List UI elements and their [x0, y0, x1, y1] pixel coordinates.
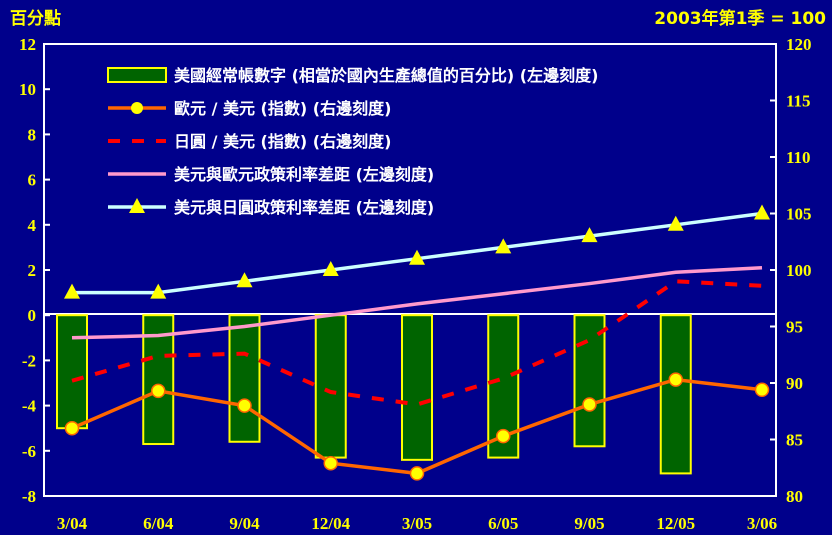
left-tick-label: 4 — [28, 216, 37, 235]
eur-usd-marker — [582, 397, 597, 412]
legend-triangle-icon — [129, 198, 145, 213]
usd-jpy-gap-marker — [667, 215, 684, 231]
right-tick-label: 110 — [786, 148, 811, 167]
eur-usd-marker — [237, 398, 252, 413]
eur-usd-marker — [323, 455, 338, 471]
current-account-bar — [228, 314, 261, 443]
current-account-bar — [314, 314, 347, 459]
right-tick-label: 115 — [786, 92, 811, 111]
right-tick-label: 85 — [786, 431, 803, 450]
legend-swatch-current-account — [107, 67, 167, 83]
current-account-bar — [659, 314, 692, 475]
x-tick-label: 12/04 — [311, 514, 350, 533]
right-tick-label: 120 — [786, 35, 812, 54]
eur-usd-marker — [409, 466, 425, 481]
left-axis-unit: 百分點 — [10, 8, 61, 29]
left-tick-label: -4 — [22, 397, 37, 416]
legend-label: 歐元 / 美元 (指數) (右邊刻度) — [174, 99, 391, 118]
right-tick-label: 90 — [786, 374, 803, 393]
left-tick-label: 2 — [28, 261, 37, 280]
eur-usd-marker — [668, 372, 683, 387]
legend-circle-icon — [131, 102, 143, 114]
eur-usd-marker — [754, 382, 770, 398]
x-tick-label: 3/06 — [747, 514, 777, 533]
usd-jpy-gap-marker — [754, 204, 770, 220]
current-account-bar — [573, 314, 606, 448]
usd-eur-rate-gap-line — [71, 265, 763, 340]
x-tick-label: 6/05 — [488, 514, 518, 533]
right-tick-label: 80 — [786, 487, 803, 506]
legend-label: 美元與歐元政策利率差距 (左邊刻度) — [174, 165, 434, 184]
legend-label: 日圓 / 美元 (指數) (右邊刻度) — [174, 132, 391, 151]
right-tick-label: 100 — [786, 261, 812, 280]
left-tick-label: 0 — [28, 306, 37, 325]
usd-jpy-gap-marker — [581, 227, 598, 243]
left-tick-label: 12 — [19, 35, 36, 54]
left-tick-label: -2 — [22, 351, 36, 370]
right-tick-label: 95 — [786, 318, 803, 337]
usd-jpy-gap-marker — [64, 283, 80, 299]
usd-jpy-gap-marker — [495, 238, 512, 254]
current-account-bar — [56, 314, 88, 430]
x-tick-label: 9/04 — [229, 514, 260, 533]
legend-label: 美元與日圓政策利率差距 (左邊刻度) — [174, 198, 434, 217]
left-tick-label: -6 — [22, 442, 36, 461]
eur-usd-marker — [496, 428, 511, 444]
x-tick-label: 6/04 — [143, 514, 174, 533]
usd-jpy-gap-marker — [150, 283, 167, 299]
x-tick-label: 3/04 — [57, 514, 88, 533]
usd-jpy-gap-marker — [236, 272, 253, 288]
x-tick-label: 3/05 — [402, 514, 432, 533]
x-tick-label: 12/05 — [656, 514, 695, 533]
x-tick-label: 9/05 — [574, 514, 604, 533]
left-tick-label: -8 — [22, 487, 36, 506]
usd-jpy-gap-marker — [322, 261, 339, 276]
usd-jpy-gap-marker — [409, 249, 425, 265]
eur-usd-marker — [151, 383, 166, 399]
eur-usd-marker — [64, 420, 80, 436]
left-tick-label: 8 — [28, 125, 37, 144]
left-tick-label: 6 — [28, 171, 37, 190]
jpy-usd-line — [71, 279, 763, 407]
right-tick-label: 105 — [786, 205, 812, 224]
right-axis-unit: 2003年第1季 = 100 — [654, 8, 826, 29]
legend-label: 美國經常帳數字 (相當於國內生產總值的百分比) (左邊刻度) — [174, 66, 598, 85]
current-account-bar — [401, 314, 433, 461]
left-tick-label: 10 — [19, 80, 36, 99]
